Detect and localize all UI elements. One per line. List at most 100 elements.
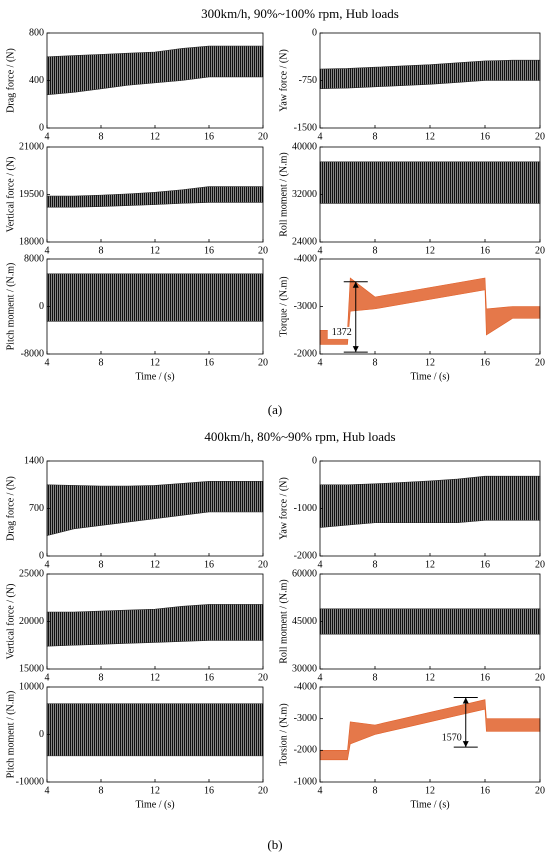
y-tick-label: -1500 (294, 122, 317, 133)
y-tick-label: -750 (299, 75, 317, 86)
x-tick-label: 4 (45, 131, 50, 142)
x-tick-label: 4 (45, 559, 50, 570)
signal-band (319, 699, 541, 761)
y-axis-label: Torque / (N.m) (278, 276, 289, 336)
y-tick-label: 32000 (292, 189, 317, 200)
signal-band (46, 273, 264, 322)
y-tick-label: 0 (39, 122, 44, 133)
x-axis-label: Time / (s) (135, 371, 174, 382)
x-tick-label: 8 (99, 131, 104, 142)
y-axis-label: Drag force / (N) (5, 48, 16, 113)
x-tick-label: 20 (258, 672, 268, 683)
x-axis-label: Time / (s) (410, 799, 449, 810)
y-tick-label: 19500 (19, 189, 44, 200)
y-tick-label: -8000 (21, 348, 44, 359)
y-tick-label: 24000 (292, 236, 317, 247)
y-tick-label: 0 (312, 455, 317, 466)
y-tick-label: 20000 (19, 616, 44, 627)
annotation-bg (437, 732, 462, 745)
y-tick-label: -3000 (294, 713, 317, 724)
signal-band (319, 161, 541, 204)
x-tick-label: 16 (204, 559, 214, 570)
x-tick-label: 4 (45, 357, 50, 368)
y-tick-label: -2000 (294, 348, 317, 359)
x-tick-label: 16 (204, 672, 214, 683)
y-tick-label: 10000 (19, 681, 44, 692)
x-tick-label: 16 (480, 785, 490, 796)
x-tick-label: 16 (480, 245, 490, 256)
x-tick-label: 4 (318, 559, 323, 570)
y-tick-label: 8000 (24, 253, 44, 264)
x-tick-label: 12 (425, 245, 435, 256)
y-tick-label: -4000 (294, 253, 317, 264)
arrow-head (462, 741, 469, 748)
y-tick-label: 30000 (292, 663, 317, 674)
signal-band (319, 608, 541, 635)
x-tick-label: 20 (535, 559, 545, 570)
y-axis-label: Torsion / (N.m) (278, 703, 289, 765)
x-tick-label: 20 (535, 245, 545, 256)
x-tick-label: 8 (99, 357, 104, 368)
x-tick-label: 4 (318, 785, 323, 796)
x-tick-label: 8 (373, 131, 378, 142)
y-tick-label: -2000 (294, 550, 317, 561)
signal-band (46, 703, 264, 757)
y-tick-label: 1400 (24, 455, 44, 466)
annotation-label: 1570 (442, 733, 462, 744)
y-tick-label: -2000 (294, 745, 317, 756)
x-tick-label: 16 (204, 131, 214, 142)
annotation-label: 1372 (332, 327, 352, 338)
x-tick-label: 12 (150, 785, 160, 796)
y-axis-label: Roll moment / (N.m) (278, 579, 289, 663)
x-tick-label: 12 (150, 559, 160, 570)
y-tick-label: 21000 (19, 141, 44, 152)
x-tick-label: 20 (258, 131, 268, 142)
y-axis-label: Drag force / (N) (5, 476, 16, 541)
x-tick-label: 4 (318, 245, 323, 256)
x-tick-label: 4 (318, 357, 323, 368)
x-axis-label: Time / (s) (135, 799, 174, 810)
y-axis-label: Roll moment / (N.m) (278, 152, 289, 236)
x-tick-label: 20 (258, 785, 268, 796)
y-tick-label: -10000 (16, 776, 44, 787)
x-tick-label: 8 (373, 357, 378, 368)
x-tick-label: 4 (45, 245, 50, 256)
x-axis-label: Time / (s) (410, 371, 449, 382)
x-tick-label: 12 (425, 559, 435, 570)
x-tick-label: 4 (318, 131, 323, 142)
x-tick-label: 8 (373, 245, 378, 256)
y-axis-label: Yaw force / (N) (278, 49, 289, 112)
y-tick-label: 0 (39, 550, 44, 561)
x-tick-label: 20 (535, 131, 545, 142)
y-axis-label: Vertical force / (N) (5, 157, 16, 233)
x-tick-label: 12 (425, 131, 435, 142)
x-tick-label: 4 (45, 672, 50, 683)
y-tick-label: 0 (312, 27, 317, 38)
x-tick-label: 16 (204, 357, 214, 368)
y-tick-label: 45000 (292, 616, 317, 627)
figure-title: 300km/h, 90%~100% rpm, Hub loads (201, 6, 399, 21)
x-tick-label: 20 (258, 357, 268, 368)
y-tick-label: -1000 (294, 776, 317, 787)
x-tick-label: 20 (258, 559, 268, 570)
signal-band (319, 59, 541, 90)
y-axis-label: Vertical force / (N) (5, 584, 16, 660)
y-tick-label: 700 (29, 503, 44, 514)
signal-band (319, 277, 541, 345)
x-tick-label: 12 (150, 245, 160, 256)
x-tick-label: 12 (425, 785, 435, 796)
y-tick-label: 40000 (292, 141, 317, 152)
signal-band (46, 186, 264, 208)
y-tick-label: -4000 (294, 681, 317, 692)
y-tick-label: 0 (39, 301, 44, 312)
y-tick-label: 60000 (292, 568, 317, 579)
y-tick-label: 15000 (19, 663, 44, 674)
x-tick-label: 20 (535, 785, 545, 796)
x-tick-label: 12 (425, 672, 435, 683)
x-tick-label: 20 (535, 357, 545, 368)
signal-band (46, 481, 264, 537)
y-tick-label: -1000 (294, 503, 317, 514)
arrow-head (462, 697, 469, 704)
x-tick-label: 8 (373, 559, 378, 570)
